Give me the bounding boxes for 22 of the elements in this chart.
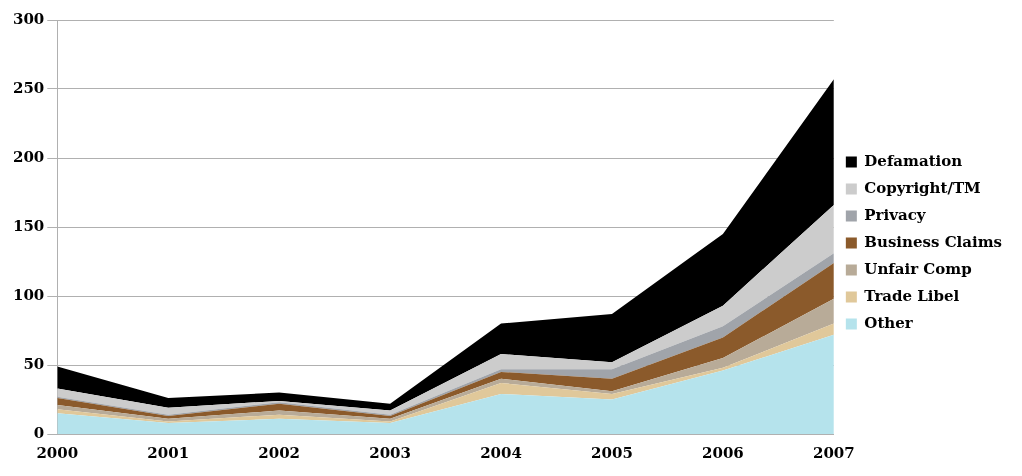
y-tick-label: 200 xyxy=(13,147,45,166)
y-tick-label: 300 xyxy=(13,9,45,28)
x-tick-label: 2007 xyxy=(812,443,855,462)
x-tick-label: 2006 xyxy=(702,443,744,462)
legend-label: Defamation xyxy=(864,151,963,170)
legend-label: Other xyxy=(864,313,914,332)
y-tick-label: 150 xyxy=(13,216,45,235)
legend-label: Unfair Comp xyxy=(864,259,972,278)
legend-label: Trade Libel xyxy=(864,286,960,305)
legend-label: Business Claims xyxy=(864,232,1003,251)
x-tick-label: 2003 xyxy=(369,443,411,462)
x-tick-label: 2000 xyxy=(36,443,79,462)
y-tick-label: 250 xyxy=(13,78,45,97)
x-tick-label: 2004 xyxy=(480,443,522,462)
y-tick-label: 50 xyxy=(23,354,45,373)
y-tick-label: 0 xyxy=(33,423,45,442)
legend-label: Privacy xyxy=(864,205,927,224)
legend-label: Copyright/TM xyxy=(864,178,981,197)
y-tick-label: 100 xyxy=(13,285,45,304)
x-tick-label: 2002 xyxy=(258,443,301,462)
x-tick-label: 2001 xyxy=(147,443,190,462)
x-tick-label: 2005 xyxy=(591,443,633,462)
